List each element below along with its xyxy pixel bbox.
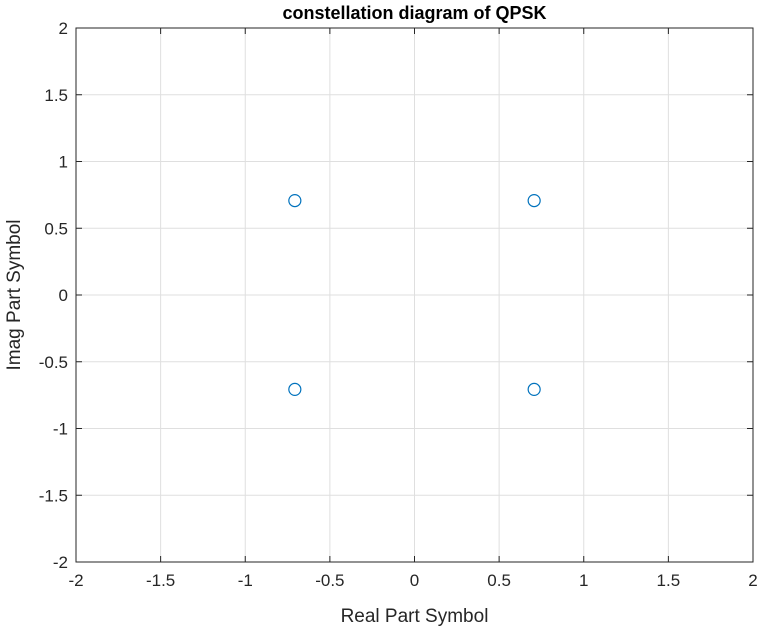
y-tick-label: -2 (53, 553, 68, 572)
data-point (288, 194, 302, 208)
x-tick-label: -0.5 (315, 571, 344, 590)
chart-title: constellation diagram of QPSK (282, 3, 546, 23)
y-tick-label: 0 (59, 286, 68, 305)
x-tick-label: 1.5 (657, 571, 681, 590)
data-point (527, 382, 541, 396)
x-tick-label: 0.5 (487, 571, 511, 590)
x-tick-label: 1 (579, 571, 588, 590)
x-tick-label: 0 (410, 571, 419, 590)
y-tick-label: 0.5 (44, 219, 68, 238)
x-axis-label: Real Part Symbol (341, 606, 489, 627)
data-point (288, 382, 302, 396)
x-tick-label: 2 (748, 571, 757, 590)
y-tick-label: 2 (59, 19, 68, 38)
y-axis-label: Imag Part Symbol (4, 220, 25, 371)
tick-layer: -2 -1.5 -1 -0.5 0 0.5 1 1.5 2 -2 -1.5 -1 -0.5 0 0.5 1 1.… (39, 19, 758, 590)
data-point (527, 194, 541, 208)
y-tick-label: 1 (59, 153, 68, 172)
x-tick-label: -2 (68, 571, 83, 590)
x-tick-label: -1 (238, 571, 253, 590)
y-tick-label: -0.5 (39, 353, 68, 372)
y-tick-label: 1.5 (44, 86, 68, 105)
data-points (288, 194, 541, 396)
x-tick-label: -1.5 (146, 571, 175, 590)
y-tick-label: -1 (53, 420, 68, 439)
grid-layer (75, 27, 754, 563)
y-tick-label: -1.5 (39, 486, 68, 505)
